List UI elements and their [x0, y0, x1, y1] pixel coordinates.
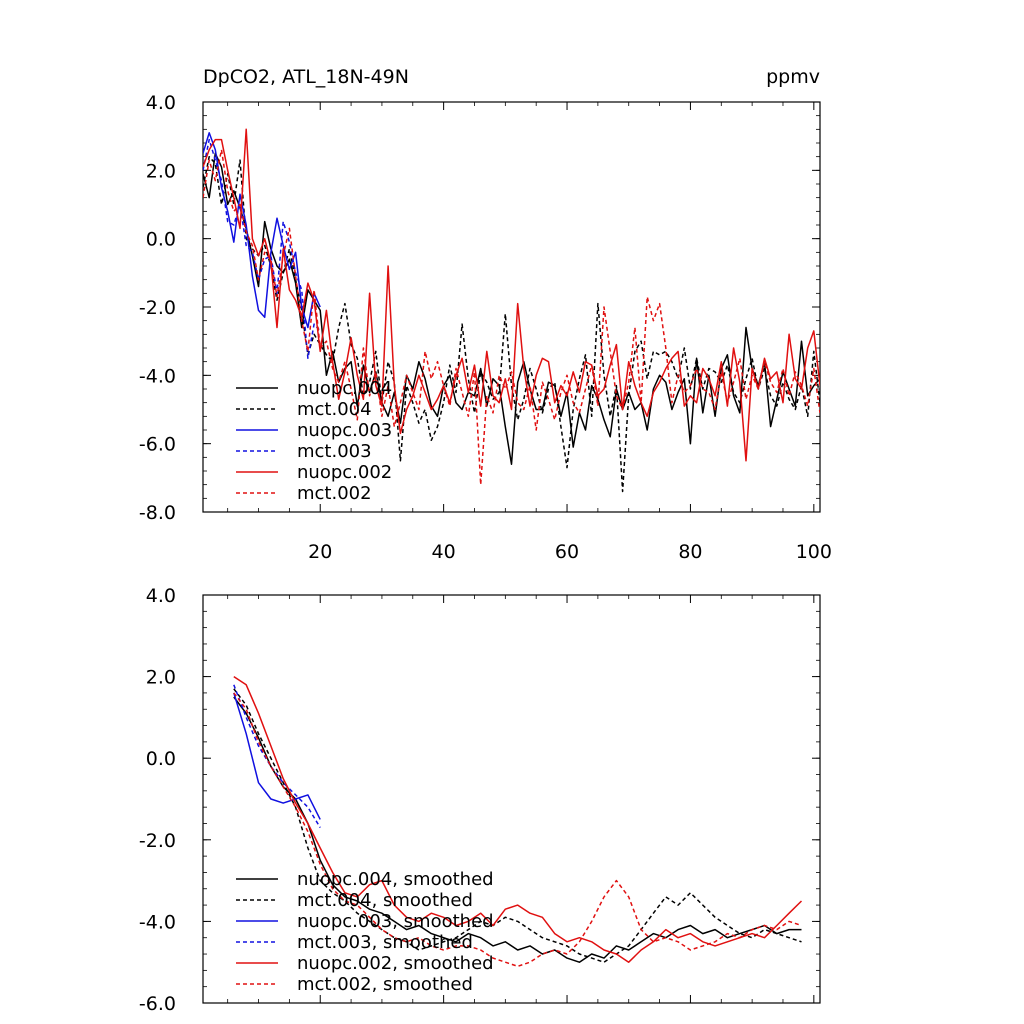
legend-label: nuopc.003 — [297, 420, 392, 441]
y-tick-label: 0.0 — [146, 229, 176, 251]
legend-label: mct.004, smoothed — [297, 890, 473, 911]
y-tick-label: -8.0 — [139, 502, 176, 524]
y-tick-label: 4.0 — [146, 585, 176, 607]
legend: nuopc.004mct.004nuopc.003mct.003nuopc.00… — [236, 378, 392, 504]
legend-label: nuopc.002, smoothed — [297, 953, 494, 974]
series-line-mct-002 — [203, 149, 820, 486]
x-tick-label: 80 — [678, 541, 702, 563]
series-line-nuopc-002 — [203, 128, 820, 462]
series-group — [233, 675, 803, 968]
series-line-nuopc-003-smoothed — [233, 692, 321, 820]
series-line-nuopc-003 — [203, 132, 321, 329]
legend-label: mct.003 — [297, 441, 372, 462]
x-tick-label: 100 — [796, 541, 832, 563]
y-tick-label: 0.0 — [146, 748, 176, 770]
x-tick-label: 20 — [308, 541, 332, 563]
y-tick-label: -4.0 — [139, 365, 176, 387]
legend-label: mct.003, smoothed — [297, 932, 473, 953]
legend-label: mct.002 — [297, 483, 372, 504]
series-line-mct-003-smoothed — [233, 684, 321, 828]
plot-frame — [202, 594, 821, 1004]
chart-title: DpCO2, ATL_18N-49N — [203, 66, 409, 88]
legend-label: nuopc.004 — [297, 378, 392, 399]
x-tick-label: 40 — [432, 541, 456, 563]
series-line-mct-003 — [203, 138, 321, 360]
y-tick-label: 2.0 — [146, 667, 176, 689]
series-line-nuopc-004-smoothed — [233, 696, 802, 963]
series-line-nuopc-004 — [203, 152, 820, 465]
legend-label: mct.002, smoothed — [297, 974, 473, 995]
top-panel: 20 40 60 80 100 -8.0 -6.0 -4.0 -2.0 0.0 2.0 4.0 nuop… — [139, 92, 832, 563]
legend-label: nuopc.003, smoothed — [297, 911, 494, 932]
y-tick-label: 2.0 — [146, 160, 176, 182]
y-tick-label: 4.0 — [146, 92, 176, 114]
y-tick-label: -4.0 — [139, 911, 176, 933]
series-line-mct-004-smoothed — [233, 688, 802, 963]
series-line-mct-002-smoothed — [233, 692, 802, 968]
plot-frame — [202, 101, 821, 513]
y-tick-label: -2.0 — [139, 830, 176, 852]
legend-label: mct.004 — [297, 399, 372, 420]
legend-label: nuopc.002 — [297, 462, 392, 483]
series-group — [203, 128, 820, 493]
units-label: ppmv — [766, 66, 820, 88]
y-tick-label: -6.0 — [139, 434, 176, 456]
series-line-mct-004 — [203, 155, 820, 493]
x-tick-label: 60 — [555, 541, 579, 563]
bottom-panel: -6.0 -4.0 -2.0 0.0 2.0 4.0 nuopc.004, smoothed… — [139, 585, 821, 1015]
y-tick-label: -2.0 — [139, 297, 176, 319]
y-tick-label: -6.0 — [139, 993, 176, 1015]
series-line-nuopc-002-smoothed — [233, 675, 803, 963]
legend-label: nuopc.004, smoothed — [297, 869, 494, 890]
